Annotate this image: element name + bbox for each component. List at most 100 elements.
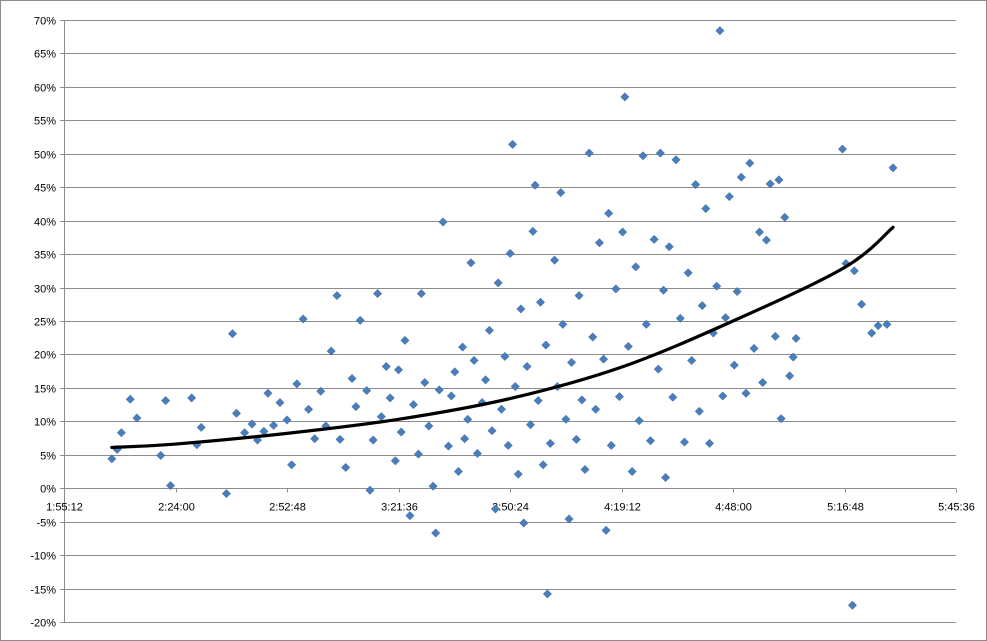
data-point (484, 325, 494, 335)
y-tick-label: 25% (34, 317, 56, 329)
data-point (888, 163, 898, 173)
data-point (496, 404, 507, 414)
data-point (620, 92, 630, 102)
data-point (263, 388, 273, 398)
data-point (847, 600, 857, 610)
data-point (584, 148, 594, 158)
data-point (332, 291, 342, 301)
data-point (658, 285, 669, 295)
data-point (679, 437, 690, 447)
data-point (556, 188, 566, 198)
data-point (472, 448, 482, 458)
data-point (849, 266, 859, 276)
data-point (873, 321, 883, 331)
data-point (341, 462, 351, 473)
data-point (741, 388, 751, 398)
data-point (390, 456, 400, 466)
x-tick-label: 5:45:36 (938, 502, 975, 514)
data-point (538, 460, 548, 470)
data-point (187, 393, 197, 403)
data-point (574, 291, 584, 301)
data-point (125, 394, 135, 404)
data-point (550, 255, 560, 265)
data-point (466, 258, 476, 268)
data-point (107, 454, 117, 464)
axes (60, 20, 957, 623)
data-point (580, 464, 590, 475)
data-point (303, 404, 314, 414)
x-tick-label: 3:50:24 (492, 502, 529, 514)
x-tick-label: 4:48:00 (715, 502, 752, 514)
data-point (165, 480, 176, 491)
data-point (606, 440, 616, 450)
data-point (694, 406, 704, 416)
data-point (601, 525, 611, 535)
data-point (450, 367, 460, 377)
data-point (513, 469, 523, 479)
data-point (240, 428, 250, 438)
data-point (469, 355, 479, 366)
data-point (788, 352, 798, 362)
data-point (627, 466, 637, 477)
data-point (292, 379, 302, 389)
trendline (110, 225, 895, 450)
data-point (770, 331, 780, 341)
data-point (571, 434, 581, 444)
data-point (396, 427, 406, 437)
data-point (525, 420, 536, 430)
data-point (558, 319, 568, 329)
data-point (453, 466, 463, 477)
data-point (490, 504, 500, 514)
data-point (156, 450, 166, 461)
data-point (545, 438, 555, 448)
data-point (428, 481, 438, 491)
data-point (649, 234, 659, 244)
data-point (718, 391, 728, 401)
data-point (458, 342, 468, 352)
data-point (618, 227, 628, 237)
data-point (196, 422, 206, 432)
data-point (724, 192, 734, 202)
data-point (634, 416, 644, 426)
data-point (754, 227, 765, 237)
data-point (671, 155, 681, 165)
data-point (588, 332, 598, 342)
y-tick-label: 30% (34, 284, 56, 296)
data-point (715, 26, 725, 36)
y-tick-label: 20% (34, 350, 56, 362)
data-point (227, 329, 238, 339)
data-point (373, 289, 383, 299)
data-point (712, 281, 722, 291)
data-point (351, 402, 361, 412)
y-tick-label: 35% (34, 250, 56, 262)
data-point (365, 485, 375, 495)
data-point (668, 392, 678, 402)
x-tick-label: 3:21:36 (381, 502, 418, 514)
data-point (424, 421, 434, 431)
data-point (368, 435, 378, 445)
x-axis-tick-labels: 1:55:12 2:24:00 2:52:48 3:21:36 3:50:24 4:19:… (46, 502, 975, 514)
y-axis-tick-labels: -20% -15% -10% -5% 0% 5% 10% 15% 20% 25% 30% 35% 40%… (30, 16, 56, 630)
y-tick-label: 65% (34, 49, 56, 61)
data-point (664, 242, 674, 252)
data-point (376, 412, 386, 422)
data-point (882, 319, 892, 329)
data-point (701, 204, 711, 214)
data-point (623, 341, 633, 351)
data-point (335, 434, 345, 444)
data-point (631, 262, 641, 272)
data-point (683, 268, 693, 278)
data-point (132, 413, 142, 423)
data-point (720, 313, 731, 323)
data-point (691, 179, 701, 190)
data-point (316, 386, 326, 396)
y-tick-label: -15% (30, 585, 56, 597)
data-point (519, 518, 529, 528)
data-point (221, 489, 231, 499)
data-point (561, 414, 571, 424)
data-point (460, 434, 470, 444)
y-tick-label: -10% (30, 551, 56, 563)
data-point (434, 385, 444, 395)
